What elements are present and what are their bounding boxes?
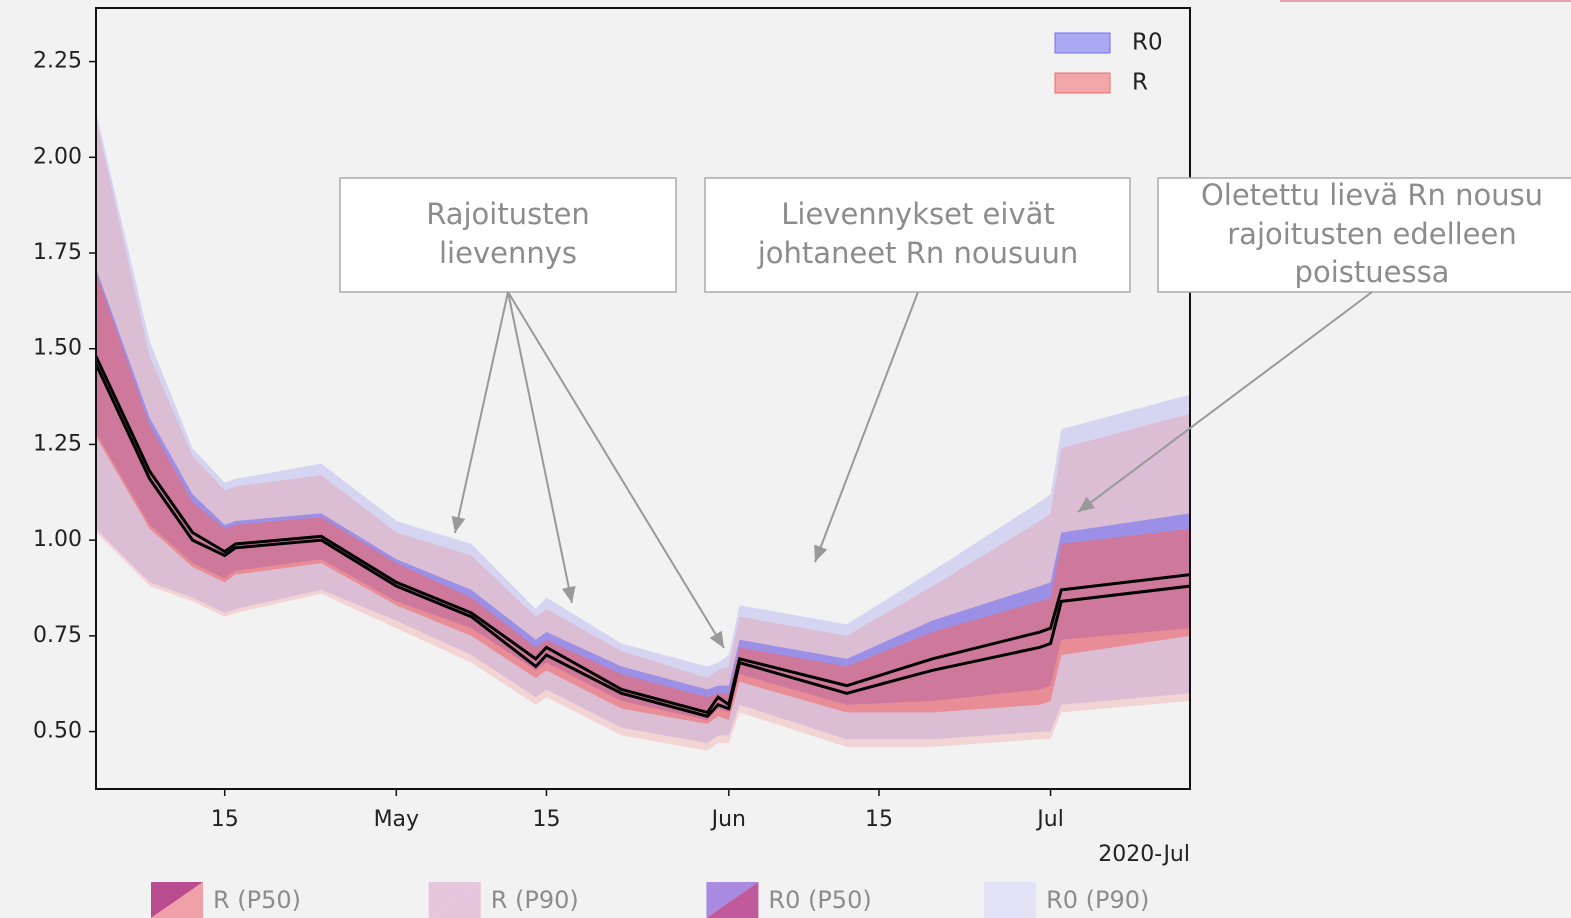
- y-tick-label: 0.50: [33, 719, 82, 744]
- legend-swatch: [1054, 72, 1111, 94]
- legend-label: R: [1132, 70, 1148, 96]
- annotation-text: rajoitusten edelleen: [1227, 217, 1517, 251]
- annotation-text: Oletettu lievä Rn nousu: [1201, 178, 1543, 212]
- annotation-text: poistuessa: [1295, 255, 1450, 289]
- x-tick-label: Jul: [1035, 807, 1064, 832]
- annotation-arrow: [507, 291, 725, 649]
- band-legend-label: R (P90): [491, 886, 579, 914]
- y-tick-label: 1.00: [33, 527, 82, 552]
- legend-label: R0: [1132, 30, 1163, 56]
- annotation-arrow: [1077, 291, 1373, 513]
- annotation-box: [339, 177, 677, 293]
- annotation-arrow: [814, 291, 919, 563]
- annotation-text: johtaneet Rn nousuun: [757, 236, 1078, 270]
- annotation-text: lievennys: [439, 236, 577, 270]
- x-tick-label: 15: [865, 807, 893, 832]
- legend-swatch: [1054, 32, 1111, 54]
- arrow-head: [814, 544, 828, 562]
- x-tick-label: Jun: [710, 807, 746, 832]
- band-p90: [96, 119, 1190, 751]
- annotation-text: Lievennykset eivät: [781, 197, 1055, 231]
- annotation-arrow: [507, 291, 573, 604]
- band-legend-label: R0 (P50): [768, 886, 871, 914]
- band-legend-swatch: [428, 882, 481, 918]
- y-tick-label: 1.50: [33, 336, 82, 361]
- decor-line: [1280, 0, 1571, 2]
- y-tick-label: 0.75: [33, 623, 82, 648]
- arrow-head: [709, 630, 724, 648]
- y-tick-label: 1.75: [33, 240, 82, 265]
- x-offset-label: 2020-Jul: [1098, 842, 1190, 867]
- annotation-text: Rajoitusten: [426, 197, 590, 231]
- band-legend-label: R0 (P90): [1046, 886, 1149, 914]
- band-legend-swatch: [151, 882, 203, 918]
- x-tick-label: 15: [211, 807, 239, 832]
- median-line: [96, 363, 1190, 718]
- y-tick-label: 2.25: [33, 49, 82, 74]
- annotation-box: [704, 177, 1131, 293]
- x-tick-label: May: [374, 807, 419, 832]
- arrow-head: [561, 585, 576, 603]
- y-tick-label: 2.00: [33, 144, 82, 169]
- annotation-box: [1157, 177, 1571, 293]
- plot-area: [96, 111, 1190, 751]
- overlay: Rajoitusten lievennys Lievennykset eivät jo…: [339, 177, 1571, 649]
- band-legend-swatch: [706, 882, 759, 918]
- y-tick-label: 1.25: [33, 431, 82, 456]
- arrow-head: [451, 515, 466, 533]
- arrow-head: [1078, 496, 1096, 512]
- median-line: [96, 355, 1190, 715]
- annotation-arrow: [454, 291, 509, 534]
- x-tick-label: 15: [532, 807, 560, 832]
- band-legend-swatch: [984, 882, 1037, 918]
- band-legend-label: R (P50): [213, 886, 301, 914]
- axes-frame: [95, 7, 1191, 790]
